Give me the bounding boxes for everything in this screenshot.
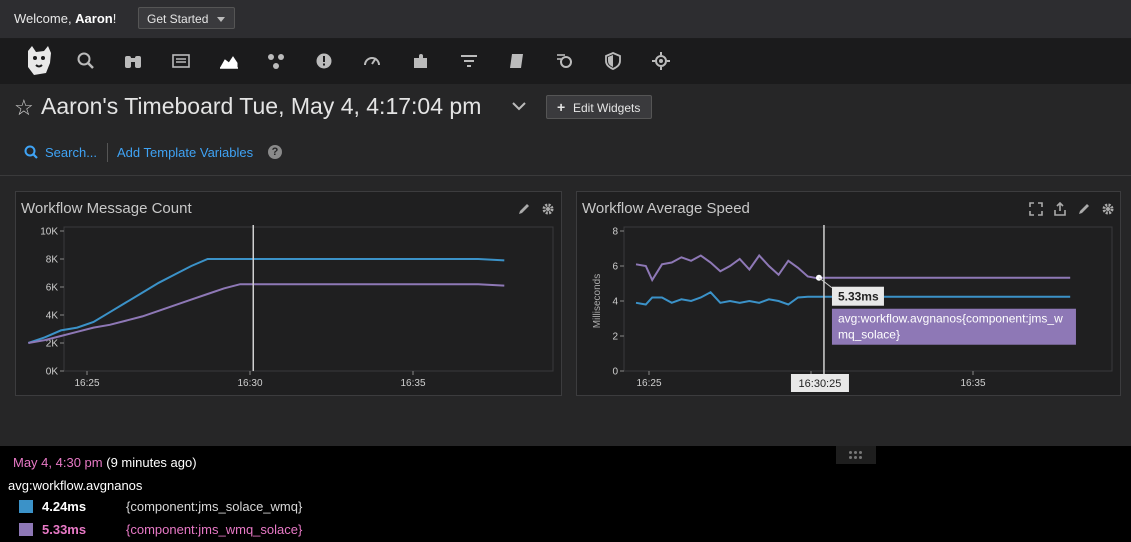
hover-series-box bbox=[831, 308, 1076, 345]
hover-series-label: avg:workflow.avgnanos{component:jms_w bbox=[838, 312, 1063, 326]
search-link[interactable]: Search... bbox=[45, 145, 98, 160]
message-count-chart[interactable]: 0K 2K 4K 6K 8K 10K 16:25 16:30 16:35 bbox=[16, 192, 563, 397]
welcome-suffix: ! bbox=[112, 11, 117, 26]
x-tick-label: 16:25 bbox=[74, 378, 99, 389]
series-value: 4.24ms bbox=[42, 499, 87, 514]
hover-value-box bbox=[831, 286, 884, 306]
hover-time: May 4, 4:30 pm (9 minutes ago) bbox=[13, 455, 197, 470]
edit-widgets-button[interactable]: + Edit Widgets bbox=[546, 95, 652, 119]
hover-details-panel: May 4, 4:30 pm (9 minutes ago) avg:workf… bbox=[0, 446, 1131, 542]
y-tick-label: 8K bbox=[46, 255, 59, 266]
dashboard-title: Aaron's Timeboard Tue, May 4, 4:17:04 pm bbox=[41, 93, 482, 119]
y-tick-label: 2K bbox=[46, 339, 59, 350]
edit-widgets-label: Edit Widgets bbox=[573, 101, 641, 115]
y-tick-label: 0K bbox=[46, 367, 59, 378]
synthetics-icon[interactable] bbox=[555, 51, 575, 71]
y-tick-label: 4 bbox=[612, 297, 618, 308]
plus-icon: + bbox=[557, 99, 566, 115]
hover-value: 5.33ms bbox=[838, 290, 879, 304]
search-icon[interactable] bbox=[76, 51, 96, 71]
filter-icon[interactable] bbox=[459, 51, 479, 71]
gear-icon[interactable] bbox=[1101, 202, 1115, 216]
series-line bbox=[28, 283, 505, 344]
get-started-button[interactable]: Get Started bbox=[138, 7, 235, 29]
get-started-label: Get Started bbox=[147, 12, 209, 26]
hover-leader bbox=[818, 277, 833, 289]
cursor-time-box bbox=[790, 374, 849, 392]
alert-icon[interactable] bbox=[314, 51, 334, 71]
series-line bbox=[635, 253, 1071, 283]
add-template-variables-link[interactable]: Add Template Variables bbox=[117, 145, 254, 160]
series-tag: {component:jms_wmq_solace} bbox=[126, 522, 303, 537]
series-swatch bbox=[19, 523, 33, 536]
y-tick-label: 6K bbox=[46, 283, 59, 294]
average-speed-chart[interactable]: 0246816:2516:3016:35Milliseconds16:30:25… bbox=[577, 192, 1122, 397]
chevron-down-icon[interactable] bbox=[511, 100, 527, 115]
expand-icon[interactable] bbox=[1029, 202, 1043, 216]
welcome-prefix: Welcome, bbox=[14, 11, 76, 26]
widget-title: Workflow Average Speed bbox=[582, 200, 750, 217]
top-bar: Welcome, Aaron! Get Started bbox=[0, 0, 1131, 39]
welcome-text: Welcome, Aaron! bbox=[14, 11, 116, 26]
y-tick-label: 6 bbox=[612, 262, 618, 273]
plot-area bbox=[623, 226, 1113, 372]
binoculars-icon[interactable] bbox=[123, 51, 143, 71]
divider bbox=[107, 143, 108, 162]
list-icon[interactable] bbox=[171, 51, 191, 71]
series-value: 5.33ms bbox=[42, 522, 87, 537]
pencil-icon[interactable] bbox=[1077, 202, 1091, 216]
y-tick-label: 10K bbox=[40, 227, 58, 238]
star-icon[interactable]: ☆ bbox=[14, 95, 34, 120]
hover-metric-name: avg:workflow.avgnanos bbox=[8, 478, 143, 493]
series-tag: {component:jms_solace_wmq} bbox=[126, 499, 303, 514]
plot-area bbox=[63, 226, 554, 372]
y-tick-label: 0 bbox=[612, 367, 618, 378]
x-tick-label: 16:35 bbox=[960, 378, 985, 389]
widget-title: Workflow Message Count bbox=[21, 200, 192, 217]
caret-down-icon bbox=[217, 17, 225, 22]
series-line bbox=[27, 258, 505, 344]
hover-series-label-cont: mq_solace} bbox=[838, 328, 900, 342]
share-icon[interactable] bbox=[1053, 201, 1067, 216]
y-tick-label: 8 bbox=[612, 227, 618, 238]
notebook-icon[interactable] bbox=[507, 51, 527, 71]
shield-icon[interactable] bbox=[603, 51, 623, 71]
cursor-time-label: 16:30:25 bbox=[799, 378, 842, 390]
main-nav bbox=[0, 39, 1131, 84]
divider bbox=[0, 175, 1131, 176]
y-tick-label: 2 bbox=[612, 332, 618, 343]
pencil-icon[interactable] bbox=[517, 202, 531, 216]
help-icon[interactable]: ? bbox=[268, 145, 282, 159]
x-tick-label: 16:30 bbox=[237, 378, 262, 389]
gauge-icon[interactable] bbox=[362, 51, 382, 71]
widget-average-speed: Workflow Average Speed 0246816:2516:3016… bbox=[576, 191, 1121, 396]
series-line bbox=[635, 291, 1071, 306]
widget-message-count: Workflow Message Count 0K 2K 4K 6K 8K 10K 16:2… bbox=[15, 191, 562, 396]
gear-bug-icon[interactable] bbox=[651, 51, 671, 71]
series-swatch bbox=[19, 500, 33, 513]
chart-area-icon[interactable] bbox=[219, 51, 239, 71]
puzzle-icon[interactable] bbox=[411, 51, 431, 71]
search-icon[interactable] bbox=[24, 145, 38, 163]
y-tick-label: 4K bbox=[46, 311, 59, 322]
x-tick-label: 16:35 bbox=[400, 378, 425, 389]
x-tick-label: 16:25 bbox=[636, 378, 661, 389]
nodes-icon[interactable] bbox=[266, 51, 286, 71]
dog-logo-icon[interactable] bbox=[22, 43, 56, 79]
hover-timestamp: May 4, 4:30 pm bbox=[13, 455, 103, 470]
hover-relative-time: (9 minutes ago) bbox=[106, 455, 197, 470]
gear-icon[interactable] bbox=[541, 202, 555, 216]
y-axis-label: Milliseconds bbox=[592, 274, 603, 328]
welcome-name: Aaron bbox=[75, 11, 113, 26]
drag-handle[interactable] bbox=[836, 446, 876, 464]
